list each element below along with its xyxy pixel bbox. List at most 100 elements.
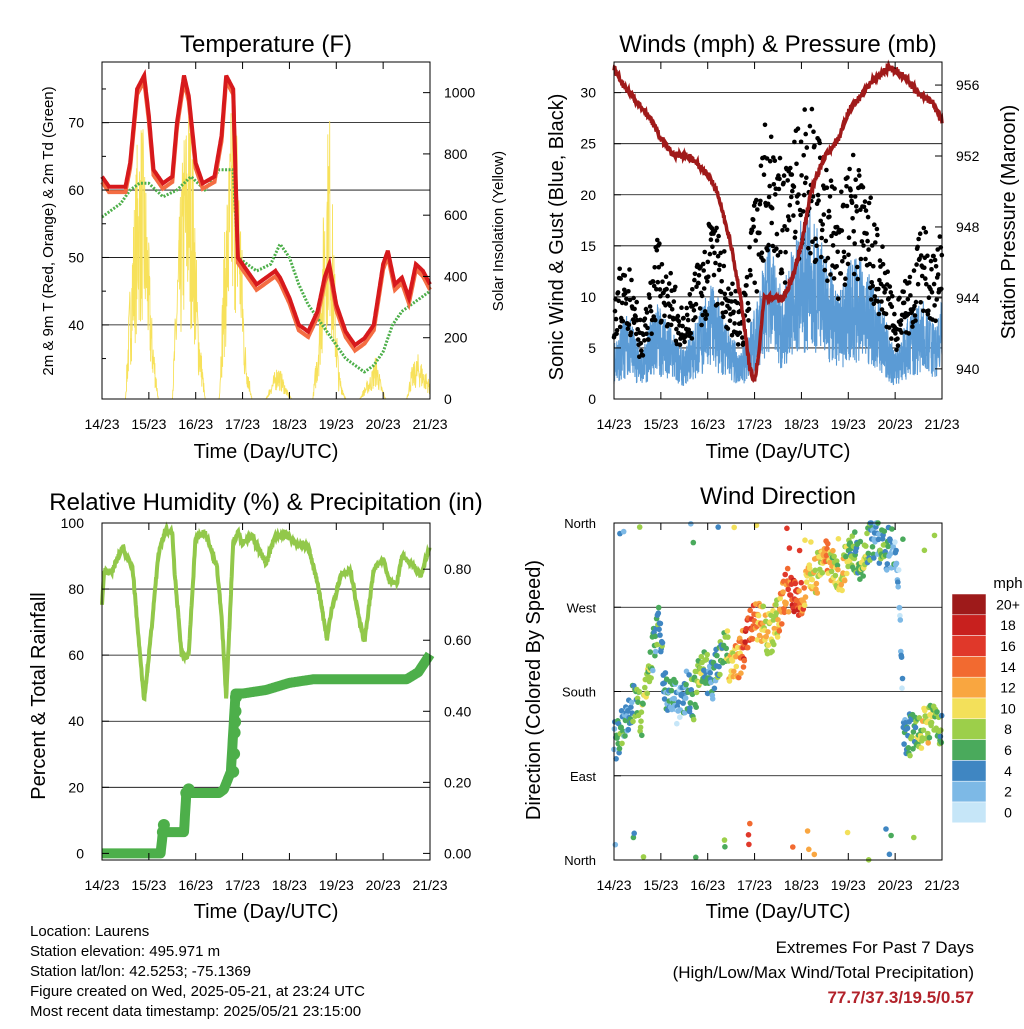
gust-point — [785, 214, 791, 219]
direction-point — [771, 641, 777, 648]
winds-xtick-label: 19/23 — [831, 416, 866, 432]
direction-point — [782, 571, 788, 578]
gust-point — [872, 222, 877, 227]
gust-point — [764, 156, 770, 161]
gust-point — [716, 267, 722, 273]
temperature-plot-area — [100, 68, 432, 400]
figure-created: Figure created on Wed, 2025-05-21, at 23… — [30, 983, 365, 1000]
direction-point — [833, 558, 840, 564]
direction-point — [835, 536, 842, 542]
direction-point — [921, 547, 928, 554]
gust-point — [699, 322, 704, 328]
humidity-xtick-label: 16/23 — [178, 877, 213, 893]
gust-point — [795, 126, 801, 131]
gust-point — [785, 178, 790, 183]
direction-point — [904, 725, 911, 732]
gust-point — [769, 220, 774, 226]
gust-point — [626, 322, 632, 328]
gust-point — [685, 317, 691, 323]
direction-point — [884, 561, 891, 567]
gust-point — [813, 236, 818, 242]
gust-point — [752, 280, 757, 286]
rainfall-marker — [227, 765, 240, 778]
gust-point — [860, 185, 866, 190]
gust-point — [694, 284, 699, 290]
rainfall-ytick-label: 0.80 — [444, 561, 471, 577]
direction-point — [808, 539, 814, 545]
direction-point — [809, 576, 815, 583]
gust-point — [825, 278, 830, 284]
gust-point — [620, 318, 626, 324]
rainfall-marker — [229, 715, 242, 728]
gust-point — [801, 153, 806, 158]
gust-point — [892, 311, 897, 317]
gust-point — [939, 286, 944, 292]
gust-point — [762, 122, 768, 128]
winds-frame — [613, 61, 943, 400]
gust-point — [813, 257, 819, 263]
direction-point — [648, 675, 654, 681]
humidity-title: Relative Humidity (%) & Precipitation (i… — [49, 489, 482, 516]
gust-point — [774, 246, 779, 251]
gust-point — [648, 308, 654, 314]
gust-point — [753, 238, 758, 243]
gust-point — [652, 265, 657, 270]
gust-point — [677, 342, 683, 348]
gust-point — [657, 287, 663, 292]
gust-point — [816, 198, 821, 203]
gust-point — [660, 279, 665, 285]
gust-point — [767, 158, 773, 164]
direction-point — [741, 657, 748, 664]
gust-point — [711, 272, 717, 278]
gust-point — [767, 183, 772, 189]
direction-point — [746, 841, 752, 848]
gust-point — [871, 263, 876, 269]
gust-point — [841, 202, 846, 208]
direction-point — [729, 658, 736, 664]
gust-point — [651, 314, 656, 319]
direction-ylabel-left: Direction (Colored By Speed) — [523, 560, 545, 820]
direction-point — [881, 528, 888, 534]
direction-point — [911, 834, 917, 841]
direction-point — [791, 608, 797, 615]
gust-point — [725, 326, 731, 331]
gust-point — [687, 292, 693, 297]
gust-point — [855, 264, 860, 270]
direction-point — [784, 525, 790, 532]
gust-point — [869, 280, 874, 285]
gust-point — [684, 305, 689, 311]
direction-point — [765, 629, 771, 635]
direction-point — [675, 699, 682, 705]
temperature-xtick-label: 15/23 — [131, 416, 166, 432]
direction-point — [801, 585, 807, 591]
gust-point — [793, 229, 798, 235]
direction-point — [922, 707, 928, 714]
gust-point — [734, 300, 740, 306]
gust-point — [633, 314, 638, 319]
direction-point — [773, 610, 780, 616]
gust-point — [646, 337, 651, 342]
gust-point — [866, 200, 872, 206]
gust-point — [847, 166, 852, 172]
direction-point — [662, 670, 669, 676]
gust-point — [772, 158, 778, 163]
gust-point — [727, 306, 732, 311]
direction-point — [731, 524, 737, 531]
gust-point — [645, 325, 650, 331]
direction-point — [865, 550, 872, 557]
gust-point — [819, 227, 825, 233]
speed-legend-label: 12 — [1000, 680, 1016, 696]
gust-point — [873, 240, 878, 245]
gust-point — [733, 288, 738, 294]
humidity-xtick-label: 14/23 — [84, 877, 119, 893]
direction-xtick-label: 15/23 — [643, 877, 678, 893]
gust-point — [640, 353, 646, 358]
gust-point — [821, 212, 827, 217]
gust-point — [626, 289, 631, 294]
direction-point — [736, 674, 742, 681]
gust-point — [804, 145, 810, 150]
direction-point — [638, 718, 644, 724]
gust-point — [883, 311, 889, 317]
direction-point — [636, 688, 643, 695]
gust-point — [872, 294, 878, 299]
